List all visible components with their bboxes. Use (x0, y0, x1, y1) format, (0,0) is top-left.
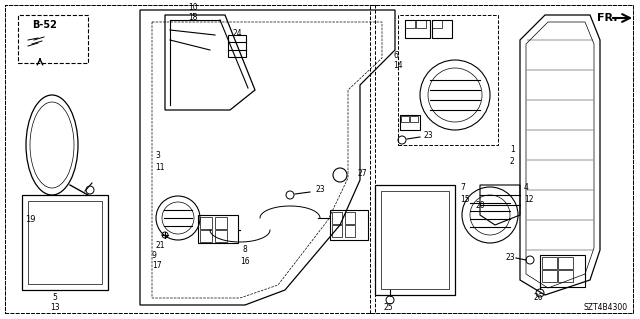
Text: 24: 24 (232, 28, 242, 38)
Text: 18: 18 (188, 13, 198, 23)
Bar (432, 20, 442, 28)
Bar (215, 230, 227, 242)
Bar (200, 230, 212, 242)
Bar (540, 255, 585, 287)
Bar (345, 225, 355, 237)
Text: 5: 5 (52, 293, 58, 302)
Text: 11: 11 (155, 162, 164, 172)
Text: 16: 16 (240, 257, 250, 266)
Text: FR.: FR. (597, 13, 618, 23)
Bar (405, 20, 415, 28)
Text: 14: 14 (393, 61, 403, 70)
Bar (401, 116, 409, 122)
Text: 20: 20 (476, 201, 486, 210)
Text: 2: 2 (510, 158, 515, 167)
Bar (410, 116, 418, 122)
Text: 19: 19 (25, 216, 35, 225)
Text: B-52: B-52 (32, 20, 57, 30)
Text: 23: 23 (505, 254, 515, 263)
Text: 23: 23 (315, 186, 324, 195)
Bar (228, 35, 246, 57)
Text: 7: 7 (460, 183, 465, 192)
Text: 13: 13 (50, 303, 60, 313)
Bar (432, 20, 452, 38)
Text: 17: 17 (152, 261, 162, 270)
Text: 4: 4 (524, 183, 529, 192)
Bar (5, 5, 375, 313)
Text: 9: 9 (152, 250, 157, 259)
Text: 27: 27 (358, 168, 367, 177)
Text: 6: 6 (393, 50, 398, 60)
Text: 23: 23 (424, 130, 434, 139)
Text: 10: 10 (188, 4, 198, 12)
Bar (558, 257, 573, 269)
Bar (18, 15, 88, 63)
Text: SZT4B4300: SZT4B4300 (584, 303, 628, 313)
Bar (398, 15, 498, 145)
Bar (400, 115, 420, 130)
Bar (332, 212, 342, 224)
Bar (370, 5, 633, 313)
Bar (542, 270, 557, 282)
Text: 8: 8 (243, 246, 248, 255)
Bar (215, 217, 227, 229)
Text: 25: 25 (383, 302, 393, 311)
Bar (200, 217, 212, 229)
Bar (198, 215, 238, 243)
Bar (558, 270, 573, 282)
Text: 12: 12 (524, 196, 534, 204)
Bar (332, 225, 342, 237)
Text: 1: 1 (510, 145, 515, 154)
Bar (330, 210, 368, 240)
Text: 3: 3 (155, 151, 160, 160)
Text: 21: 21 (155, 241, 164, 249)
Bar (345, 212, 355, 224)
Text: 15: 15 (460, 196, 470, 204)
Bar (542, 257, 557, 269)
Bar (416, 20, 426, 28)
Text: 26: 26 (533, 293, 543, 302)
Bar (405, 20, 430, 38)
